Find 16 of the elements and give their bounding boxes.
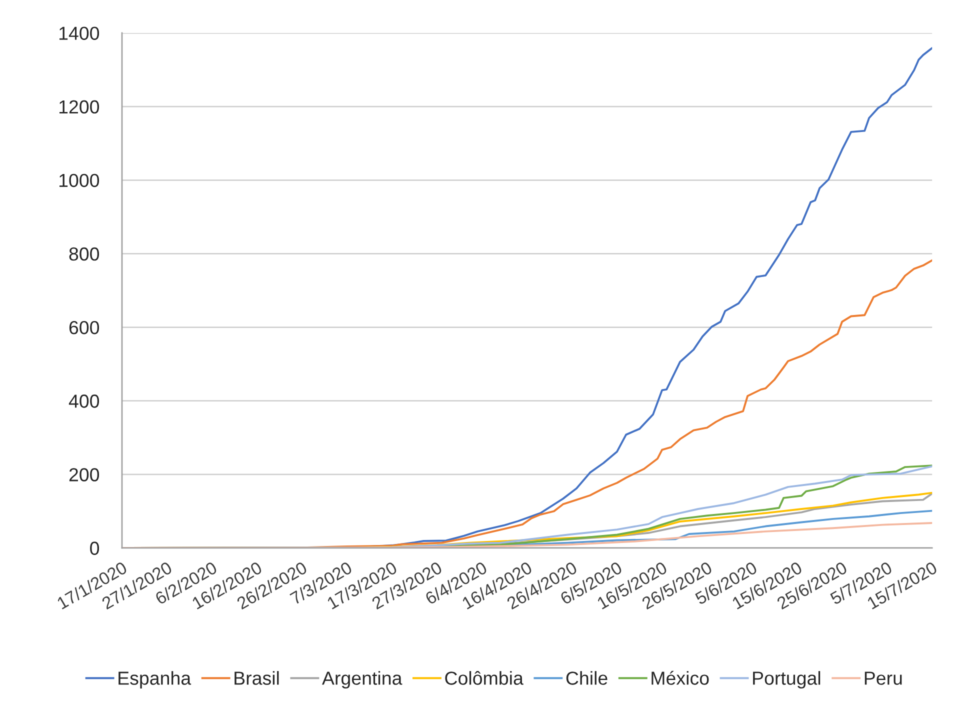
legend-label: Espanha: [118, 671, 192, 689]
legend-label: Portugal: [753, 671, 820, 689]
legend-label: Brasil: [234, 671, 279, 685]
legend-label: Peru: [864, 672, 902, 685]
y-tick-label: 200: [69, 468, 100, 482]
y-tick-label: 1200: [59, 100, 100, 114]
legend-label: México: [652, 670, 709, 685]
y-tick-label: 400: [68, 394, 100, 408]
legend-label: Argentina: [322, 671, 402, 689]
legend-label: Chile: [566, 671, 608, 685]
y-tick-label: 1400: [59, 26, 100, 40]
legend-label: Colômbia: [445, 671, 524, 685]
y-tick-label: 1000: [59, 174, 100, 188]
y-tick-label: 0: [90, 542, 100, 555]
y-tick-label: 800: [69, 247, 100, 261]
y-tick-label: 600: [69, 320, 100, 334]
